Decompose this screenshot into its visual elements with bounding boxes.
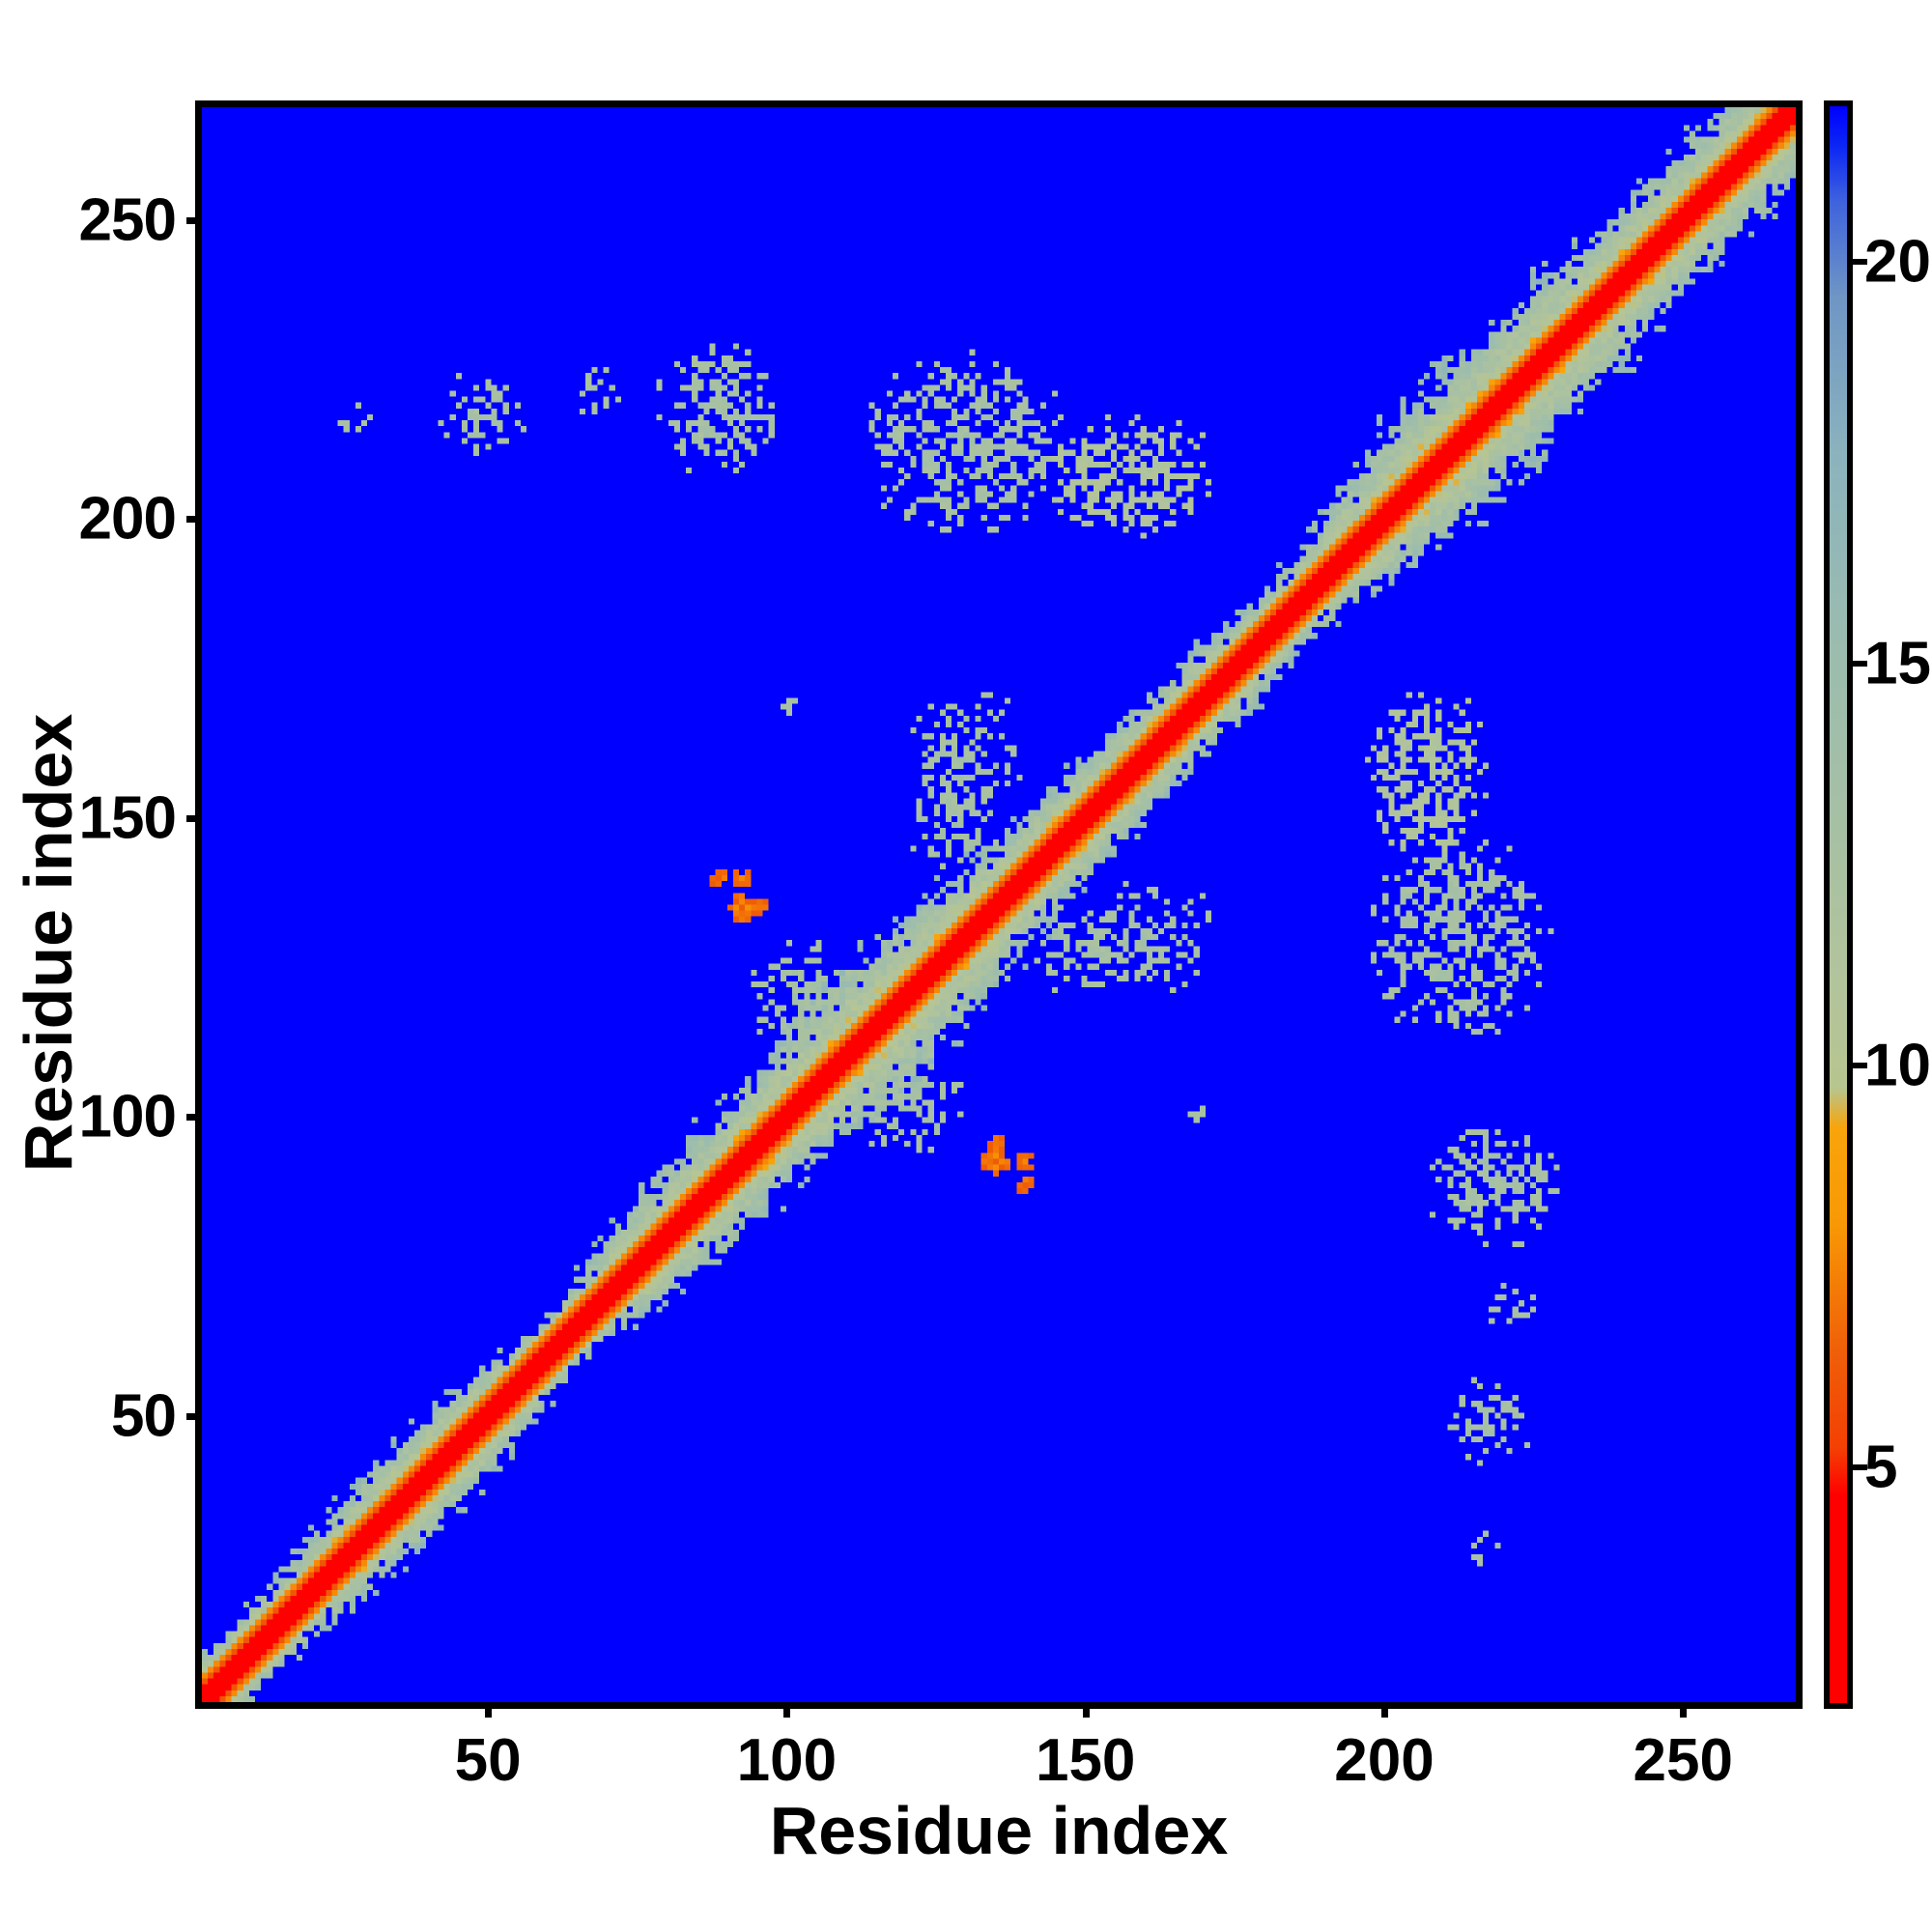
x-tick-label: 200 (1334, 1727, 1435, 1794)
y-tick-mark (186, 1412, 202, 1420)
colorbar-tick-mark (1853, 258, 1867, 265)
y-tick-label: 100 (78, 1083, 177, 1151)
x-tick-mark (1082, 1702, 1090, 1718)
x-axis-title: Residue index (769, 1793, 1229, 1868)
y-tick-mark (186, 516, 202, 524)
x-tick-mark (1680, 1702, 1688, 1718)
y-axis-title: Residue index (11, 713, 86, 1173)
distance-matrix-heatmap (202, 107, 1796, 1702)
x-tick-mark (1380, 1702, 1388, 1718)
y-tick-label: 150 (78, 784, 177, 852)
colorbar-tick-label: 10 (1864, 1032, 1931, 1099)
y-tick-mark (186, 216, 202, 224)
x-tick-label: 100 (736, 1727, 838, 1794)
x-tick-mark (783, 1702, 791, 1718)
colorbar-tick-mark (1853, 1063, 1867, 1068)
colorbar-tick-label: 5 (1864, 1434, 1898, 1501)
heatmap-plot-area (195, 100, 1803, 1709)
x-tick-label: 250 (1633, 1727, 1734, 1794)
colorbar-gradient (1830, 106, 1847, 1703)
colorbar (1824, 100, 1853, 1709)
y-tick-mark (186, 814, 202, 822)
colorbar-tick-mark (1853, 660, 1867, 667)
y-tick-label: 50 (111, 1382, 177, 1450)
colorbar-tick-label: 20 (1864, 228, 1931, 295)
colorbar-tick-label: 15 (1864, 630, 1931, 697)
y-tick-label: 250 (78, 186, 177, 254)
x-tick-mark (485, 1702, 493, 1718)
x-tick-label: 150 (1035, 1727, 1136, 1794)
x-tick-label: 50 (454, 1727, 522, 1794)
y-tick-label: 200 (78, 485, 177, 553)
colorbar-tick-mark (1853, 1464, 1867, 1471)
y-tick-mark (186, 1114, 202, 1122)
